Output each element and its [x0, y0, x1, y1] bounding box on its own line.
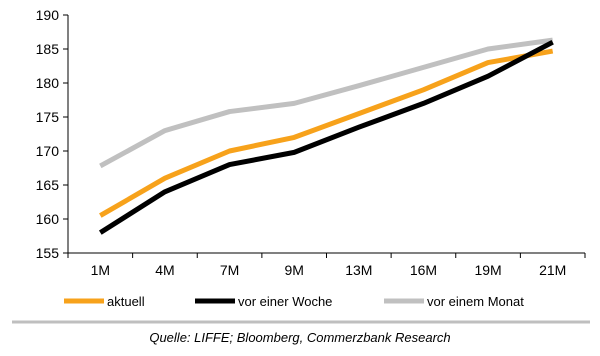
- x-tick-label: 4M: [155, 262, 174, 278]
- legend-label: vor einem Monat: [427, 294, 524, 309]
- x-tick-label: 1M: [91, 262, 110, 278]
- legend-label: aktuell: [107, 294, 145, 309]
- y-tick-label: 185: [36, 41, 60, 57]
- series-layer: [98, 37, 554, 235]
- x-tick-label: 19M: [474, 262, 501, 278]
- y-tick-label: 180: [36, 75, 60, 91]
- y-tick-label: 190: [36, 7, 60, 23]
- y-tick-label: 155: [36, 245, 60, 261]
- y-tick-label: 170: [36, 143, 60, 159]
- x-tick-label: 7M: [220, 262, 239, 278]
- y-tick-label: 175: [36, 109, 60, 125]
- y-tick-label: 165: [36, 177, 60, 193]
- x-tick-label: 13M: [345, 262, 372, 278]
- x-tick-layer: 1M 4M 7M 9M 13M 16M 19M 21M: [67, 253, 586, 278]
- axis-layer: [67, 15, 585, 254]
- series-line-0: [99, 48, 554, 218]
- x-tick-label: 9M: [284, 262, 303, 278]
- y-tick-label: 160: [36, 211, 60, 227]
- x-tick-label: 16M: [410, 262, 437, 278]
- series-line-1: [98, 39, 554, 235]
- legend-label: vor einer Woche: [238, 294, 332, 309]
- x-tick-label: 21M: [539, 262, 566, 278]
- legend: aktuell vor einer Woche vor einem Monat: [64, 294, 524, 309]
- series-line-2: [99, 37, 554, 169]
- y-tick-layer: 155 160 165 170 175 180 185 190: [36, 7, 68, 261]
- source-note: Quelle: LIFFE; Bloomberg, Commerzbank Re…: [149, 330, 451, 345]
